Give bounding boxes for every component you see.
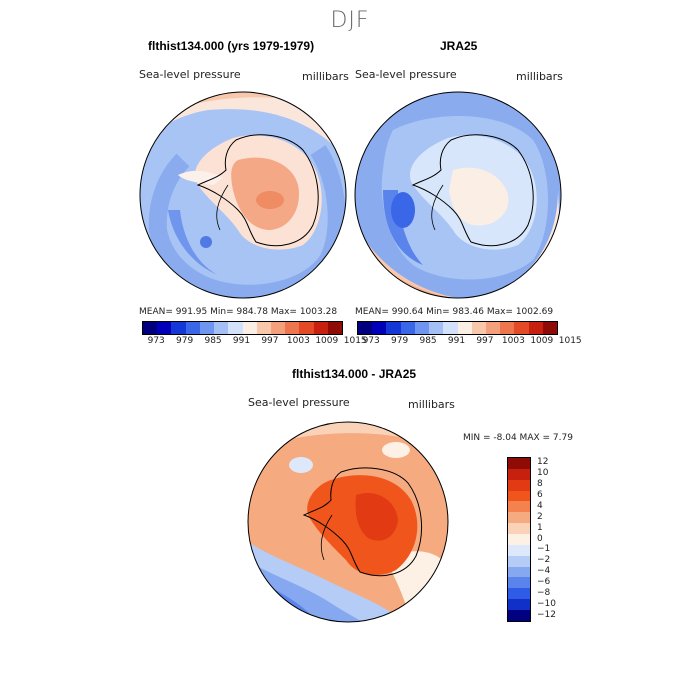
colorbar-tick-label: 973 [362,336,380,346]
colorbar-tick-label: −8 [537,587,551,598]
colorbar-swatch [285,322,300,334]
colorbar-swatch [508,544,530,556]
colorbar-swatch [508,490,530,502]
colorbar-swatch [508,479,530,491]
panel2-colorbar-ticks: 973 979 985 991 997 1003 1009 1015 [357,336,582,348]
panel2-units: millibars [516,70,563,83]
colorbar-swatch [228,322,243,334]
colorbar-tick-label: 10 [537,468,549,479]
colorbar-tick-label: 997 [476,336,494,346]
panel1-map [139,91,347,299]
colorbar-tick-label: 973 [147,336,165,346]
colorbar-swatch [508,588,530,600]
colorbar-swatch [372,322,387,334]
colorbar-swatch [514,322,529,334]
diff-units: millibars [408,398,455,411]
panel2-field-label: Sea-level pressure [355,68,457,81]
colorbar-swatch [242,322,257,334]
colorbar-tick-label: −12 [537,609,556,620]
panel1-title: flthist134.000 (yrs 1979-1979) [148,39,315,53]
colorbar-swatch [457,322,472,334]
colorbar-tick-label: −1 [537,544,551,555]
panel1-colorbar [142,321,343,335]
colorbar-tick-label: −6 [537,576,551,587]
colorbar-swatch [508,577,530,589]
colorbar-swatch [508,458,530,469]
panel1-units: millibars [302,70,349,83]
diff-title: flthist134.000 - JRA25 [292,367,417,381]
panel2-stats: MEAN= 990.64 Min= 983.46 Max= 1002.69 [355,307,554,317]
colorbar-tick-label: 6 [537,490,543,501]
panel1-colorbar-ticks: 973 979 985 991 997 1003 1009 1015 [142,336,367,348]
panel2-map [354,91,562,299]
panel1-field-label: Sea-level pressure [139,68,241,81]
colorbar-swatch [508,512,530,524]
colorbar-tick-label: −10 [537,598,556,609]
colorbar-swatch [542,322,558,334]
colorbar-tick-label: 985 [204,336,222,346]
colorbar-swatch [508,599,530,611]
panel2-title: JRA25 [440,39,478,53]
colorbar-swatch [199,322,215,334]
colorbar-tick-label: 2 [537,511,543,522]
colorbar-tick-label: 4 [537,500,543,511]
colorbar-swatch [471,322,486,334]
colorbar-swatch [508,534,530,545]
diff-map [247,421,449,623]
colorbar-tick-label: 1009 [530,336,554,346]
colorbar-swatch [508,610,530,621]
colorbar-swatch [171,322,186,334]
panel2-colorbar [357,321,558,335]
colorbar-tick-label: 1015 [343,336,367,346]
diff-colorbar [507,457,531,622]
colorbar-tick-label: 991 [232,336,251,346]
colorbar-tick-label: 1009 [315,336,339,346]
colorbar-swatch [299,322,314,334]
diff-colorbar-ticks: 12 10 8 6 4 2 1 0 −1 −2 −4 −6 −8 −10 −12 [537,457,567,620]
colorbar-swatch [443,322,458,334]
colorbar-tick-label: 8 [537,479,543,490]
colorbar-swatch [429,322,444,334]
colorbar-tick-label: −2 [537,555,551,566]
diff-field-label: Sea-level pressure [248,396,350,409]
season-title: DJF [330,8,370,33]
colorbar-swatch [500,322,515,334]
colorbar-swatch [400,322,415,334]
colorbar-tick-label: 979 [176,336,194,346]
colorbar-swatch [143,322,158,334]
colorbar-tick-label: 997 [261,336,279,346]
colorbar-swatch [313,322,328,334]
colorbar-swatch [185,322,200,334]
colorbar-swatch [485,322,501,334]
colorbar-swatch [256,322,271,334]
colorbar-tick-label: 1003 [501,336,525,346]
colorbar-swatch [358,322,373,334]
colorbar-tick-label: 991 [447,336,466,346]
colorbar-swatch [528,322,543,334]
colorbar-tick-label: 985 [419,336,437,346]
colorbar-tick-label: 1015 [558,336,582,346]
colorbar-swatch [157,322,172,334]
colorbar-swatch [508,566,530,578]
colorbar-swatch [508,501,530,513]
colorbar-swatch [327,322,343,334]
colorbar-swatch [270,322,286,334]
colorbar-swatch [508,523,530,535]
colorbar-swatch [386,322,401,334]
colorbar-tick-label: 0 [537,533,543,544]
colorbar-tick-label: 1003 [286,336,310,346]
panel1-stats: MEAN= 991.95 Min= 984.78 Max= 1003.28 [139,307,338,317]
colorbar-tick-label: 979 [391,336,409,346]
colorbar-tick-label: −4 [537,566,551,577]
colorbar-swatch [414,322,430,334]
colorbar-tick-label: 1 [537,522,543,533]
colorbar-swatch [214,322,229,334]
diff-minmax: MIN = -8.04 MAX = 7.79 [463,433,573,443]
colorbar-swatch [508,555,530,567]
colorbar-tick-label: 12 [537,457,549,468]
colorbar-swatch [508,468,530,480]
